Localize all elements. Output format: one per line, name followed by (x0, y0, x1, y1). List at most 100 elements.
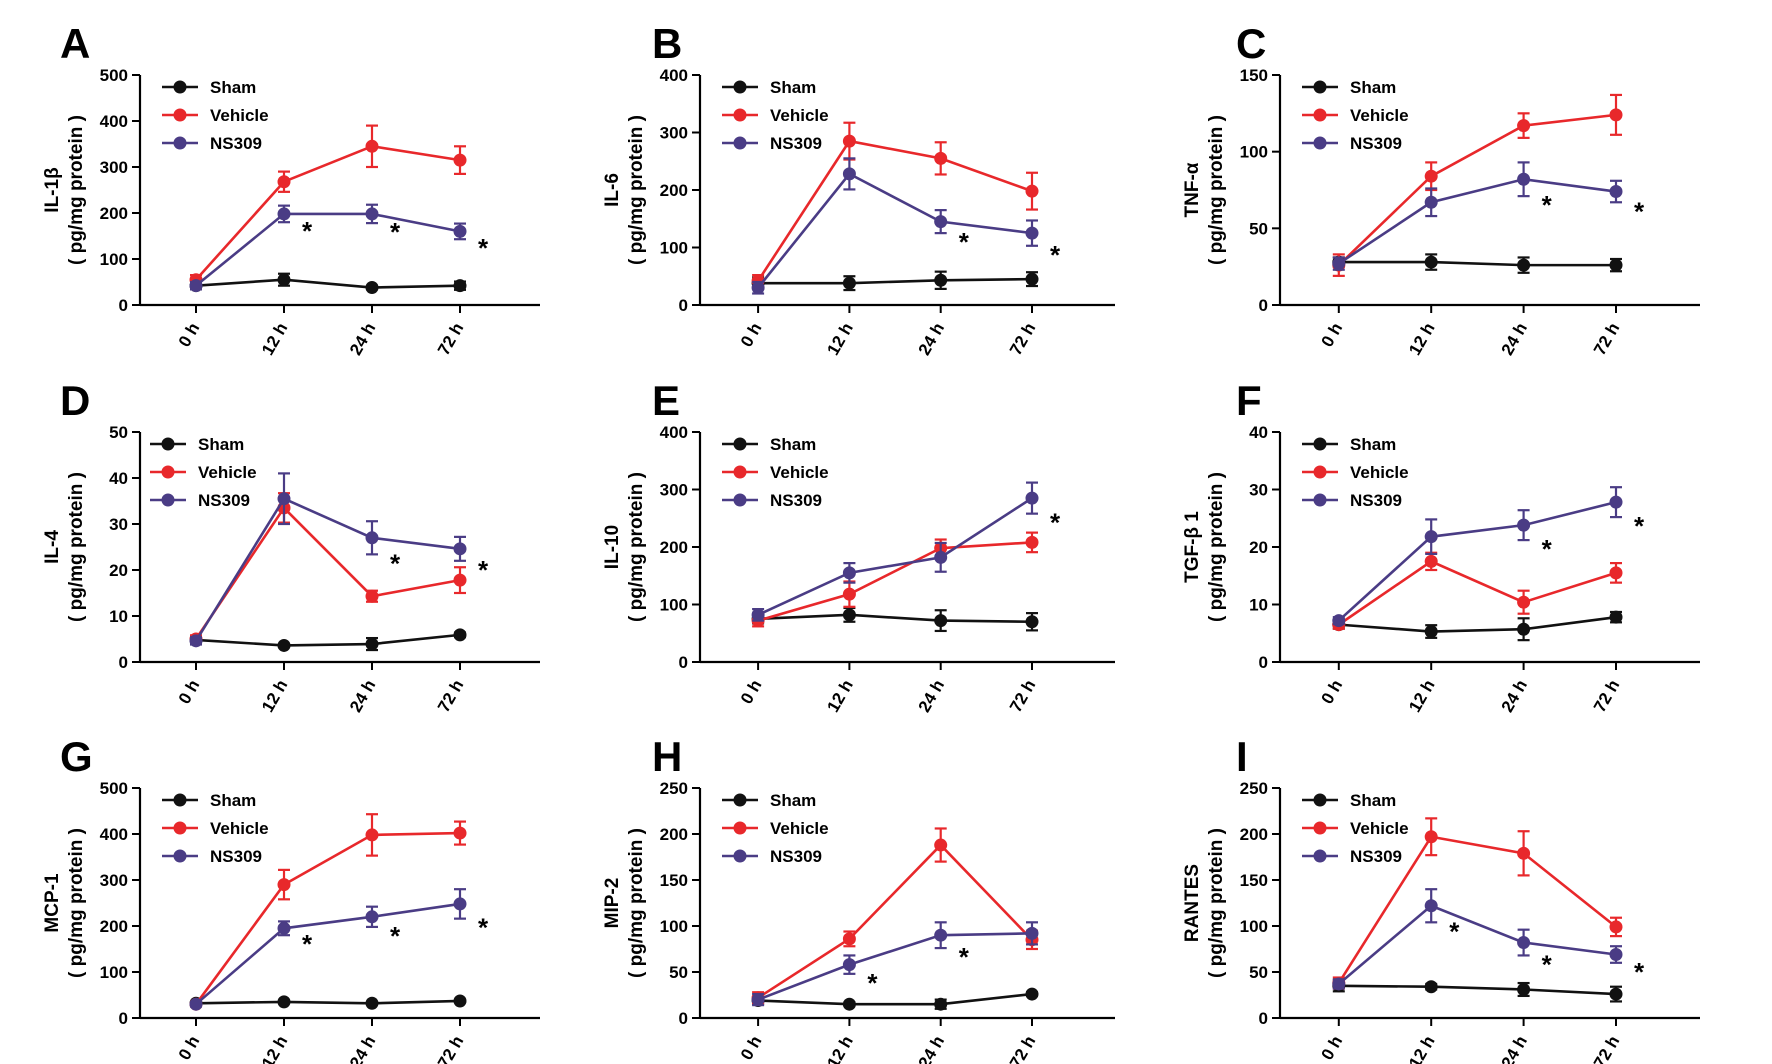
ns309-data-point (1517, 936, 1531, 950)
sham-data-point (365, 637, 379, 651)
ns309-data-point (842, 566, 856, 580)
panel-letter-G: G (60, 733, 93, 780)
significance-star: * (1634, 957, 1645, 987)
sham-data-point (1517, 982, 1531, 996)
y-tick-label: 300 (660, 481, 688, 500)
legend-sham-marker (1313, 80, 1327, 94)
x-tick-label: 72 h (1006, 1033, 1039, 1064)
legend-sham-marker (161, 437, 175, 451)
legend-ns309-label: NS309 (210, 134, 262, 153)
ns309-data-point (1424, 899, 1438, 913)
sham-data-point (934, 614, 948, 628)
ns309-data-point (1332, 614, 1346, 628)
x-tick-label: 0 h (737, 1033, 766, 1064)
y-tick-label: 200 (100, 917, 128, 936)
x-tick-label: 0 h (1318, 677, 1347, 708)
panel-G: G 0 100 200 300 400 500 0 h 12 h 24 h 72 h MCP-1( p… (42, 733, 540, 1064)
x-tick-label: 12 h (823, 677, 856, 716)
sham-data-point (1609, 987, 1623, 1001)
ns309-series-line (757, 932, 1033, 1001)
legend-ns309-label: NS309 (198, 491, 250, 510)
legend-vehicle-label: Vehicle (770, 819, 829, 838)
x-tick-label: 0 h (175, 677, 204, 708)
significance-star: * (1542, 534, 1553, 564)
significance-star: * (390, 921, 401, 951)
sham-series-line (195, 278, 461, 289)
significance-star: * (1542, 949, 1553, 979)
legend-sham-label: Sham (1350, 435, 1396, 454)
significance-star: * (1050, 240, 1061, 270)
x-tick-label: 24 h (915, 320, 948, 359)
legend-ns309-label: NS309 (770, 134, 822, 153)
significance-star: * (302, 216, 313, 246)
y-tick-label: 0 (1259, 296, 1268, 315)
y-tick-label: 400 (660, 423, 688, 442)
legend-vehicle-marker (733, 465, 747, 479)
significance-star: * (390, 217, 401, 247)
legend-vehicle-marker (1313, 821, 1327, 835)
legend-ns309-marker (733, 493, 747, 507)
ns309-data-point (365, 207, 379, 221)
legend-sham-label: Sham (770, 791, 816, 810)
vehicle-data-point (842, 134, 856, 148)
panel-letter-D: D (60, 377, 90, 424)
y-axis-unit: ( pg/mg protein ) (626, 115, 647, 265)
y-tick-label: 0 (679, 653, 688, 672)
legend-sham-label: Sham (210, 78, 256, 97)
ns309-data-point (1609, 948, 1623, 962)
vehicle-data-point (1609, 108, 1623, 122)
y-tick-label: 100 (1240, 143, 1268, 162)
vehicle-data-point (453, 826, 467, 840)
legend-sham-label: Sham (770, 435, 816, 454)
y-tick-label: 100 (660, 239, 688, 258)
y-tick-label: 50 (109, 423, 128, 442)
panel-I: I 0 50 100 150 200 250 0 h 12 h 24 h 72 h RANTES( p… (1182, 733, 1700, 1064)
legend-vehicle-label: Vehicle (770, 106, 829, 125)
significance-star: * (867, 968, 878, 998)
vehicle-data-point (1025, 184, 1039, 198)
legend-sham-label: Sham (1350, 78, 1396, 97)
x-tick-label: 12 h (258, 320, 291, 359)
y-tick-label: 50 (1249, 963, 1268, 982)
y-axis-title: RANTES (1182, 864, 1203, 942)
x-tick-label: 72 h (1590, 1033, 1623, 1064)
y-tick-label: 100 (100, 250, 128, 269)
y-axis-unit: ( pg/mg protein ) (66, 828, 87, 978)
y-tick-label: 30 (1249, 481, 1268, 500)
ns309-data-point (1025, 226, 1039, 240)
x-tick-label: 12 h (823, 320, 856, 359)
legend-vehicle-marker (161, 465, 175, 479)
panel-letter-I: I (1236, 733, 1248, 780)
legend-sham-label: Sham (770, 78, 816, 97)
legend-sham-marker (173, 80, 187, 94)
x-tick-label: 72 h (1590, 677, 1623, 716)
vehicle-data-point (1609, 566, 1623, 580)
vehicle-data-point (1424, 830, 1438, 844)
ns309-series-line (1337, 500, 1617, 622)
ns309-data-point (1609, 495, 1623, 509)
sham-data-point (453, 628, 467, 642)
y-tick-label: 0 (119, 653, 128, 672)
y-axis-unit: ( pg/mg protein ) (626, 828, 647, 978)
sham-data-point (1424, 625, 1438, 639)
ns309-data-point (934, 215, 948, 229)
ns309-series-line (194, 497, 461, 642)
y-axis-unit: ( pg/mg protein ) (1206, 115, 1227, 265)
legend-vehicle-label: Vehicle (198, 463, 257, 482)
significance-star: * (478, 555, 489, 585)
x-tick-label: 24 h (346, 1033, 379, 1064)
y-tick-label: 50 (1249, 219, 1268, 238)
y-tick-label: 250 (1240, 779, 1268, 798)
sham-data-point (1025, 615, 1039, 629)
ns309-data-point (842, 958, 856, 972)
vehicle-data-point (934, 151, 948, 165)
vehicle-data-point (365, 589, 379, 603)
ns309-data-point (453, 897, 467, 911)
y-tick-label: 300 (660, 124, 688, 143)
x-tick-label: 12 h (258, 1033, 291, 1064)
x-tick-label: 12 h (823, 1033, 856, 1064)
legend-sham-label: Sham (1350, 791, 1396, 810)
legend-ns309-marker (733, 849, 747, 863)
y-axis-unit: ( pg/mg protein ) (66, 472, 87, 622)
sham-data-point (1025, 272, 1039, 286)
